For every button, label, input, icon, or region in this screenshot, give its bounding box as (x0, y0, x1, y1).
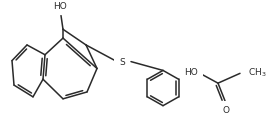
Text: HO: HO (184, 68, 198, 77)
Text: O: O (222, 106, 230, 115)
Text: CH$_3$: CH$_3$ (248, 66, 267, 79)
Text: S: S (119, 58, 125, 67)
Text: HO: HO (53, 2, 67, 11)
